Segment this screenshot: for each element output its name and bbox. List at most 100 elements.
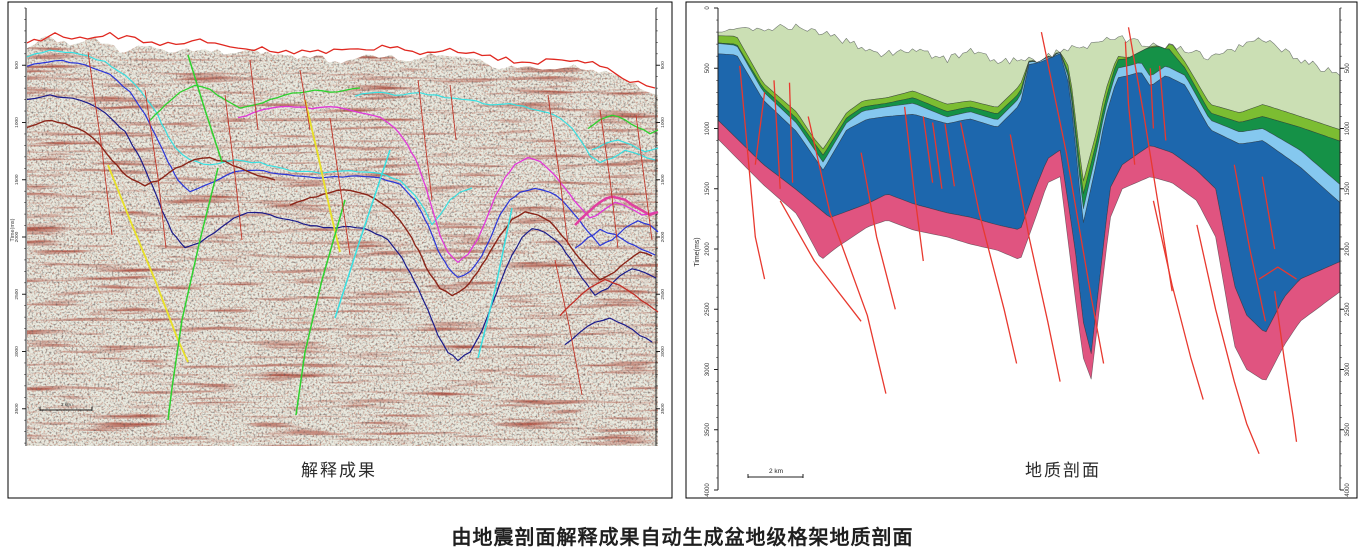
tick-label: 2000 (705, 242, 711, 256)
left-time-axis-title: Time(ms) (10, 218, 16, 241)
fault-red (249, 59, 259, 131)
horizon-navy-deep (26, 94, 657, 362)
geologic-faults (739, 27, 1298, 455)
fault-red (635, 114, 653, 241)
left-panel-title: 解释成果 (301, 461, 377, 480)
fault-yellow (304, 99, 341, 253)
tick-label: 1000 (705, 121, 711, 135)
fault-line (931, 122, 943, 189)
tick-label: 3500 (660, 403, 666, 414)
tick-label: 3500 (14, 403, 20, 414)
tick-label: 1000 (14, 117, 20, 128)
tick-label: 3500 (705, 422, 711, 436)
horizon-green (149, 84, 361, 121)
tick-label: 2000 (14, 231, 20, 242)
tick-label: 1500 (660, 174, 666, 185)
tick-label: 4000 (705, 483, 711, 497)
right-panel-axes: 0 500 1000 1500 2000 2500 3000 3500 4000 500 1000 1… (705, 6, 1351, 497)
left-scale-bar-label: 2 km (61, 402, 71, 407)
right-time-axis-title: Time(ms) (694, 237, 701, 266)
right-scale-bar-label: 2 km (769, 468, 783, 475)
horizon-blue (26, 59, 659, 278)
tick-label: 2500 (1345, 302, 1351, 316)
fault-line (1124, 41, 1136, 165)
fault-red (299, 69, 311, 131)
tick-label: 3000 (14, 346, 20, 357)
fault-red (144, 89, 167, 249)
fault-line (922, 116, 934, 183)
fault-line (944, 123, 956, 187)
seismic-dark-speckle-texture (27, 36, 658, 446)
fault-red (224, 94, 243, 241)
tick-label: 1500 (705, 181, 711, 195)
figure-caption: 由地震剖面解释成果自动生成盆地级格架地质剖面 (451, 527, 914, 549)
fault-line (860, 152, 896, 310)
fault-line (1009, 134, 1061, 382)
horizon-cyan-right (591, 139, 659, 153)
fault-green (295, 199, 346, 416)
horizon-navy-right (564, 317, 653, 346)
fault-red (599, 109, 619, 249)
fault-yellow (107, 164, 189, 363)
tick-label: 1000 (1345, 121, 1351, 135)
tick-label: 4000 (1345, 483, 1351, 497)
fault-cyan (477, 207, 513, 359)
tick-label: 2500 (14, 289, 20, 300)
tick-label: 1500 (14, 174, 20, 185)
horizon-darkred-left (26, 119, 276, 187)
fault-line (1158, 65, 1167, 141)
fault-cyan (334, 149, 391, 319)
tick-label: 1000 (660, 117, 666, 128)
fault-line (773, 80, 781, 189)
right-scale-bar (747, 474, 804, 478)
horizon-green-right (587, 114, 659, 135)
fault-green (167, 167, 219, 421)
fault-line (779, 200, 862, 322)
tick-label: 3500 (1345, 422, 1351, 436)
tick-label: 2500 (660, 289, 666, 300)
fault-line (1258, 266, 1297, 280)
tick-label: 500 (1345, 63, 1351, 74)
left-scale-bar (39, 407, 93, 411)
fault-line (1149, 68, 1155, 129)
right-panel-title: 地质剖面 (1025, 461, 1101, 480)
fault-red (554, 259, 583, 396)
tick-label: 3000 (660, 346, 666, 357)
tick-label: 3000 (1345, 362, 1351, 376)
tick-label: 1500 (1345, 181, 1351, 195)
fault-line (1274, 291, 1298, 442)
surface-elevation-line (26, 31, 656, 89)
tick-label: 500 (705, 63, 711, 74)
horizon-red-right (559, 278, 659, 317)
horizon-magenta (237, 105, 656, 263)
left-panel-axes: 500 1000 1500 2000 2500 3000 3500 500 1000 1500 20… (14, 7, 666, 446)
horizon-pink-bold-right (574, 195, 659, 226)
tick-label: 0 (705, 6, 711, 10)
interpreted-horizons-and-faults (26, 31, 659, 421)
fault-line (1040, 31, 1105, 364)
fault-red (87, 51, 113, 236)
horizon-cyan-mid (354, 91, 656, 164)
horizon-darkred-mid (289, 189, 653, 297)
tick-label: 500 (660, 61, 666, 69)
fault-green (187, 54, 223, 163)
fault-line (903, 106, 924, 262)
fault-line (1233, 164, 1267, 322)
tick-label: 2000 (1345, 242, 1351, 256)
seismic-image (27, 36, 658, 446)
horizon-cyan-upper (26, 49, 473, 226)
fault-red (547, 94, 569, 246)
fault-line (807, 116, 887, 394)
tick-label: 3000 (705, 362, 711, 376)
fault-line (754, 92, 766, 165)
fault-line (1196, 224, 1260, 455)
tick-label: 2500 (705, 302, 711, 316)
fault-line (1152, 200, 1204, 400)
fault-line (1261, 176, 1276, 250)
fault-red (449, 84, 457, 141)
tick-label: 500 (14, 61, 20, 69)
fault-line (959, 122, 1018, 364)
